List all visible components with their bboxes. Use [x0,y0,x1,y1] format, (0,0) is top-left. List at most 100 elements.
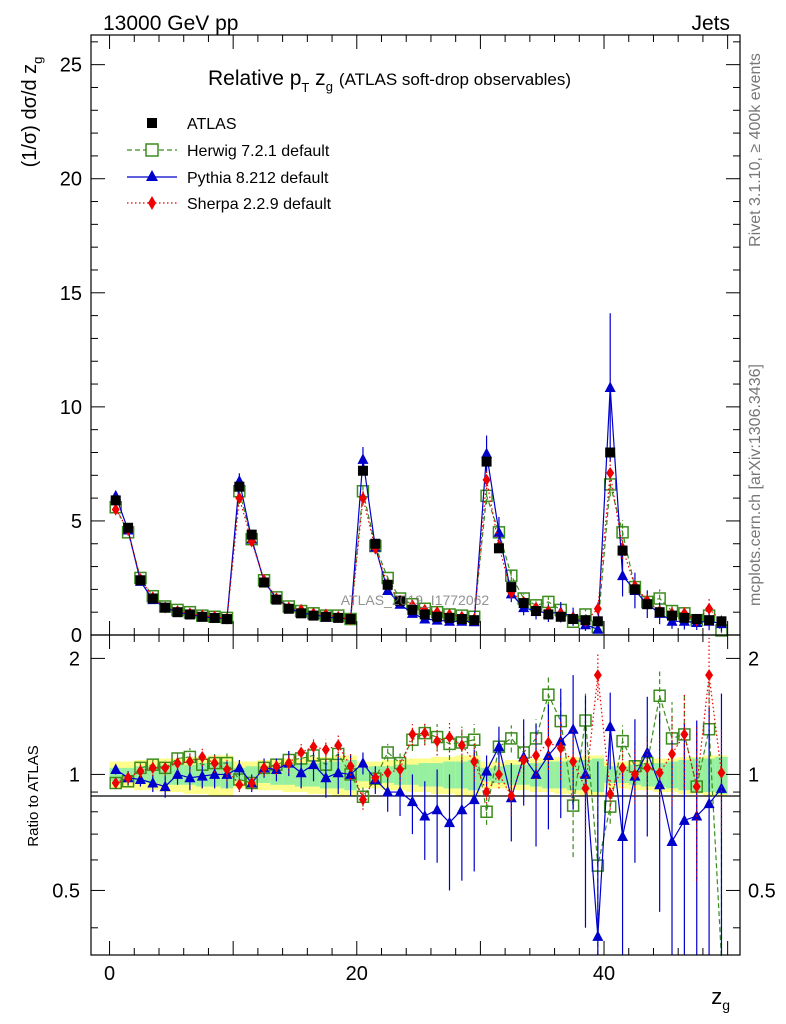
herwig-ratio-point-22 [381,746,394,759]
atlas-point-39 [592,616,603,627]
legend-marker-pythia [146,170,158,181]
sherpa-ratio-point-47 [692,780,701,793]
sherpa-ratio-point-41 [618,761,627,774]
xtick-label-40: 40 [593,963,615,985]
atlas-point-42 [629,584,640,595]
sherpa-main-point-10 [235,492,244,505]
atlas-point-34 [531,606,542,617]
pythia-ratio-point-30 [481,765,493,776]
pythia-ratio-point-24 [406,795,418,807]
sherpa-ratio-point-34 [532,749,541,762]
sherpa-ratio-point-13 [272,760,281,773]
pythia-ratio-point-0 [110,763,122,774]
atlas-point-33 [518,598,529,609]
ratio-y-axis-label: Ratio to ATLAS [25,745,42,846]
legend-marker-atlas [147,118,157,128]
title-sub-t: T [301,80,309,95]
herwig-ratio-point-35 [542,688,555,701]
herwig-main-point-32 [505,569,518,582]
legend-label-sherpa: Sherpa 2.2.9 default [187,196,332,213]
ratio-frame [90,634,741,956]
atlas-point-48 [704,615,715,626]
pythia-ratio-point-40 [604,720,616,732]
atlas-point-21 [370,538,381,549]
sherpa-ratio-point-9 [222,763,231,776]
pythia-ratio-point-26 [431,803,443,815]
ratio-y-ticks: 0.5 0.5 1 1 2 2 [52,648,776,929]
pythia-main-point-30 [481,447,493,459]
sherpa-ratio-point-7 [198,750,207,763]
legend-entry-herwig: Herwig 7.2.1 default [127,143,330,160]
legend: ATLAS Herwig 7.2.1 default Pythia 8.212 … [127,116,332,213]
svg-text:(1/σ) dσ/d zg: (1/σ) dσ/d zg [19,57,45,168]
atlas-point-43 [642,599,653,610]
plot-title: Relative pT zg (ATLAS soft-drop observabl… [208,67,571,95]
sherpa-ratio-point-32 [507,789,516,802]
herwig-main-point-30 [480,489,493,503]
ratio-ytick-label-left-1: 1 [69,764,80,786]
pythia-ratio-point-2 [134,773,146,785]
pythia-ratio-point-35 [542,749,554,760]
sherpa-main-point-30 [482,473,491,486]
pythia-ratio-point-29 [468,793,480,805]
sherpa-ratio-point-19 [346,760,355,773]
atlas-point-5 [172,607,183,618]
ratio-ytick-label-left-2: 2 [69,648,80,670]
pythia-ratio-point-28 [456,803,468,815]
atlas-point-10 [234,481,245,492]
sherpa-ratio-point-20 [358,793,367,806]
main-data-layer [109,313,728,637]
pythia-ratio-point-7 [196,770,208,781]
sherpa-ratio-point-5 [173,757,182,770]
title-mid: z [309,67,325,90]
legend-marker-herwig [145,143,159,157]
sherpa-main-point-0 [111,503,120,516]
herwig-ratio-point-41 [616,734,629,748]
sherpa-ratio-point-39 [593,669,602,682]
band-inner-20 [356,767,370,782]
atlas-point-20 [357,465,368,476]
sherpa-main-point-20 [358,492,367,505]
pythia-ratio-point-36 [555,735,567,746]
sherpa-main-point-40 [606,467,615,480]
atlas-point-3 [147,593,158,604]
sherpa-ratio-point-42 [630,768,639,781]
pythia-ratio-point-45 [666,835,678,846]
main-ytick-label-0: 0 [71,625,82,647]
atlas-point-45 [667,610,678,621]
main-panel: 0 5 10 15 20 25 ATLAS_2019_I1772062 [60,34,741,647]
sherpa-ratio-point-48 [705,669,714,682]
pythia-main-point-31 [493,526,505,537]
atlas-point-16 [308,610,319,621]
atlas-point-25 [419,609,430,620]
herwig-ratio-point-29 [467,733,481,747]
atlas-point-14 [283,603,294,614]
header-category: Jets [691,12,730,35]
xtick-label-0: 0 [104,963,115,985]
x-ticks: 0 20 40 [104,35,729,985]
legend-entry-pythia: Pythia 8.212 default [127,170,329,187]
atlas-point-49 [716,616,727,627]
pythia-ratio-point-10 [233,761,245,773]
herwig-main-line [115,484,722,631]
atlas-point-26 [432,611,443,622]
sherpa-ratio-point-15 [297,746,306,759]
sherpa-ratio-point-45 [668,747,677,760]
pythia-ratio-point-18 [332,766,344,778]
sherpa-ratio-point-10 [235,778,244,791]
sherpa-ratio-point-8 [210,757,219,770]
sherpa-ratio-point-33 [519,753,528,766]
atlas-point-18 [333,612,344,623]
atlas-point-32 [506,582,517,593]
sherpa-ratio-point-40 [606,787,615,800]
pythia-ratio-point-6 [184,771,196,783]
sherpa-ratio-point-29 [470,755,479,768]
atlas-point-9 [221,614,232,625]
atlas-point-31 [493,543,504,554]
herwig-ratio-point-44 [653,689,666,702]
main-ytick-label-10: 10 [60,397,82,419]
main-ytick-label-5: 5 [71,511,82,533]
title-paren: (ATLAS soft-drop observables) [339,70,571,89]
ratio-ytick-label-right-1: 1 [748,764,759,786]
